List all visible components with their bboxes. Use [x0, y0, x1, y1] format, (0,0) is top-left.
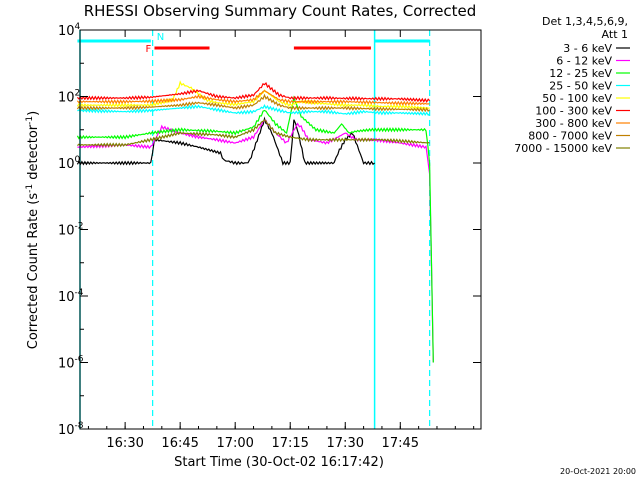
y-tick-exponent: -6: [75, 355, 84, 365]
y-axis-label-end: ): [26, 111, 41, 116]
plot-frame: [79, 29, 482, 430]
y-tick-exponent: -8: [75, 421, 84, 431]
y-tick-base: 10: [58, 423, 75, 438]
legend-label-0: 3 - 6 keV: [563, 42, 612, 55]
y-tick-exponent: 2: [75, 89, 81, 99]
footer-date-stamp: 20-Oct-2021 20:00: [560, 467, 636, 476]
x-tick-label-1: 16:45: [161, 436, 198, 451]
y-axis-label-mid: detector: [26, 124, 41, 184]
x-tick-label-2: 17:00: [216, 436, 253, 451]
y-tick-base: 10: [58, 357, 75, 372]
y-tick-label-4: 10-4: [58, 288, 84, 305]
legend-label-8: 7000 - 15000 keV: [514, 142, 612, 155]
series-line-6: [76, 90, 430, 106]
y-tick-label-3: 10-2: [58, 222, 84, 239]
y-tick-exponent: 0: [75, 155, 81, 165]
series-line-0: [76, 116, 375, 166]
legend-label-2: 12 - 25 keV: [549, 67, 612, 80]
state-bar-label-n: N: [157, 32, 164, 43]
chart-title: RHESSI Observing Summary Count Rates, Co…: [84, 2, 477, 20]
state-bar-label-f: F: [145, 44, 151, 55]
x-axis-label: Start Time (30-Oct-02 16:17:42): [174, 455, 384, 470]
y-tick-exponent: -4: [75, 288, 84, 298]
y-tick-base: 10: [58, 91, 75, 106]
series-line-7: [76, 93, 430, 113]
y-tick-label-2: 100: [58, 155, 81, 172]
x-tick-label-3: 17:15: [271, 436, 308, 451]
legend-header-line2: Att 1: [602, 28, 628, 41]
y-tick-label-1: 102: [58, 89, 80, 106]
series-line-1: [77, 119, 434, 363]
legend-label-3: 25 - 50 keV: [549, 80, 612, 93]
y-axis-label-sup2: -1: [25, 116, 35, 125]
y-tick-exponent: 4: [75, 22, 81, 32]
x-tick-label-0: 16:30: [106, 436, 143, 451]
legend-label-6: 300 - 800 keV: [535, 117, 612, 130]
y-tick-label-0: 104: [58, 22, 81, 39]
y-tick-base: 10: [58, 24, 75, 39]
y-tick-base: 10: [58, 290, 75, 305]
series-line-8: [77, 119, 430, 148]
x-tick-label-5: 17:45: [382, 436, 419, 451]
y-tick-label-6: 10-8: [58, 421, 84, 438]
legend-label-7: 800 - 7000 keV: [528, 130, 612, 143]
y-axis-label-main: Corrected Count Rate (s: [26, 193, 41, 350]
series-line-4: [76, 80, 430, 110]
axis-layer: 16:30 16:45 17:00 17:15 17:30 17:451041021001…: [58, 22, 481, 451]
x-tick-label-4: 17:30: [327, 436, 364, 451]
series-line-2: [76, 95, 434, 363]
legend-label-4: 50 - 100 keV: [542, 92, 612, 105]
series-line-3: [77, 104, 430, 117]
y-tick-exponent: -2: [75, 222, 84, 232]
series-line-5: [76, 82, 431, 104]
y-tick-base: 10: [58, 224, 75, 239]
y-axis-label-sup1: -1: [25, 184, 35, 193]
y-tick-base: 10: [58, 157, 75, 172]
y-tick-label-5: 10-6: [58, 355, 84, 372]
legend-label-5: 100 - 300 keV: [535, 105, 612, 118]
legend-header-line1: Det 1,3,4,5,6,9,: [542, 15, 628, 28]
plot-data-layer: NF: [76, 30, 434, 429]
legend-label-1: 6 - 12 keV: [556, 55, 612, 68]
y-axis-label: Corrected Count Rate (s-1 detector-1): [25, 111, 41, 349]
